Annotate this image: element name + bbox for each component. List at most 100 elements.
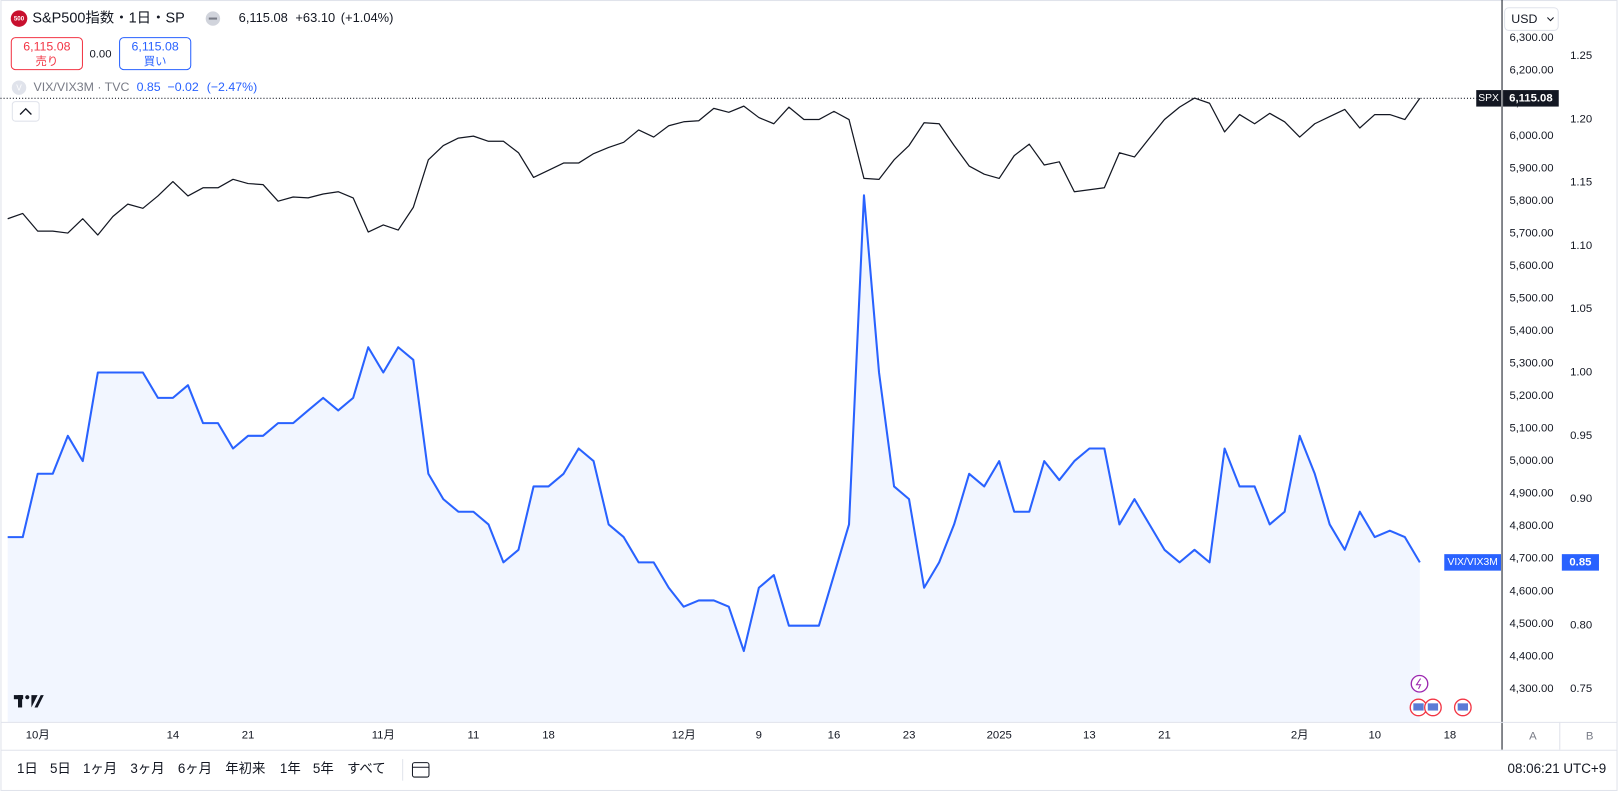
flag [1413, 703, 1424, 711]
x-tick-label: 12月 [672, 729, 696, 741]
y-tick-label: 6,200.00 [1509, 65, 1553, 77]
x-tick-label: 10 [1368, 729, 1381, 741]
overlay-last: 0.85 [137, 80, 161, 94]
sell-button[interactable] [10, 37, 83, 71]
y-tick-label: 5,900.00 [1509, 162, 1553, 174]
y2-tick-label: 1.10 [1570, 240, 1592, 252]
x-tick-label: 10月 [26, 729, 50, 741]
symbol-logo [10, 10, 28, 27]
y2-tick-label: 1.15 [1570, 177, 1592, 189]
logo-text: 500 [14, 16, 25, 23]
currency: USD [1511, 12, 1537, 26]
y2-tick-label: 0.80 [1570, 620, 1592, 632]
price-change-pct: (+1.04%) [341, 10, 394, 25]
overlay-title[interactable]: VIX/VIX3M · TVC [33, 80, 129, 94]
legend-header: 500 S&P500指数・1日・SP 6,115.08 +63.10 (+1.0… [10, 9, 394, 122]
range-button[interactable]: 1ヶ月 [83, 761, 117, 776]
last-price: 6,115.08 [239, 10, 288, 25]
collapse-icon [19, 107, 32, 115]
logo-part [31, 695, 44, 708]
y2-tick-label: 1.25 [1570, 50, 1592, 62]
series-line [7, 97, 1421, 236]
y-tick-label: 4,300.00 [1509, 683, 1553, 695]
buy-price: 6,115.08 [132, 40, 179, 54]
clock[interactable]: 08:06:21 UTC+9 [1508, 761, 1607, 776]
y-tick-label: 5,500.00 [1509, 292, 1553, 304]
collapse-button[interactable] [11, 101, 40, 122]
y-tick-label: 5,000.00 [1509, 455, 1553, 467]
y-tick-label: 5,700.00 [1509, 227, 1553, 239]
flag [1427, 703, 1439, 711]
x-tick-label: 2月 [1291, 729, 1309, 741]
y-tick-label: 5,100.00 [1509, 423, 1553, 435]
y2-tick-label: 0.75 [1570, 683, 1592, 695]
axis-layer: 4,300.00 4,400.00 4,500.00 4,600.00 4,700.00… [26, 32, 1599, 741]
sell-label: 売り [36, 55, 59, 68]
series-tag-bg [1476, 90, 1501, 107]
y-tick-label: 5,800.00 [1509, 195, 1553, 207]
range-button[interactable]: 6ヶ月 [178, 761, 212, 776]
range-button[interactable]: 5日 [50, 761, 71, 776]
y-tick-label: 5,600.00 [1509, 260, 1553, 272]
bottom-toolbar: 08:06:21 UTC+9 [402, 759, 1607, 781]
x-tick-label: 11 [468, 729, 480, 741]
currency-select[interactable] [1504, 7, 1559, 31]
price-tag: 0.85 [1569, 556, 1591, 568]
x-tick-label: 11月 [372, 729, 395, 741]
range-button[interactable]: 5年 [313, 761, 334, 776]
buy-label: 買い [144, 55, 167, 68]
y-tick-label: 4,400.00 [1509, 650, 1553, 662]
range-button[interactable]: 1年 [280, 761, 301, 776]
range-button[interactable]: 1日 [17, 761, 38, 776]
buy-button[interactable] [119, 37, 192, 71]
x-tick-label: 18 [1444, 729, 1457, 741]
price-tag-bg [1503, 90, 1559, 107]
date-range-icon[interactable] [411, 762, 430, 778]
range-button[interactable]: 年初来 [225, 761, 265, 776]
x-tick-label: 21 [1158, 729, 1171, 741]
flag [1457, 703, 1468, 711]
x-tick-label: 23 [903, 729, 916, 741]
series-area [7, 195, 1420, 722]
scale-mode[interactable]: A [1529, 730, 1537, 742]
x-tick-label: 18 [542, 729, 555, 741]
y2-tick-label: 1.05 [1570, 303, 1592, 315]
x-tick-label: 13 [1083, 729, 1096, 741]
series-tag: VIX/VIX3M [1447, 557, 1497, 568]
price-change: +63.10 [295, 10, 335, 25]
logo-part [25, 695, 30, 700]
event-icon[interactable] [1410, 674, 1429, 693]
range-button[interactable]: すべて [347, 761, 386, 776]
y-tick-label: 5,400.00 [1509, 325, 1553, 337]
y2-tick-label: 0.95 [1570, 430, 1592, 442]
scale-mode[interactable]: B [1586, 730, 1594, 742]
y2-tick-label: 1.00 [1570, 367, 1592, 379]
series-tag-bg [1444, 554, 1501, 571]
overlay-change: −0.02 [168, 80, 199, 94]
overlay-logo-text: V [16, 83, 22, 92]
y-tick-label: 4,600.00 [1509, 585, 1553, 597]
series-line [7, 194, 1421, 653]
y-tick-label: 4,500.00 [1509, 618, 1553, 630]
event-glyph [1415, 678, 1422, 690]
x-tick-label: 9 [756, 729, 762, 741]
series-tag: SPX [1478, 93, 1499, 104]
x-tick-label: 21 [242, 729, 255, 741]
x-tick-label: 2025 [987, 729, 1012, 741]
overlay-change-pct: (−2.47%) [207, 80, 258, 94]
y-tick-label: 4,800.00 [1509, 520, 1553, 532]
currency-caret [1547, 17, 1554, 22]
y-tick-label: 6,300.00 [1509, 32, 1553, 44]
symbol-title[interactable]: S&P500指数・1日・SP [32, 9, 184, 26]
plot-layer [0, 97, 1501, 722]
x-tick-label: 16 [828, 729, 841, 741]
x-tick-label: 14 [167, 729, 180, 741]
range-button[interactable]: 3ヶ月 [130, 761, 164, 776]
price-tag-bg [1561, 554, 1599, 571]
y2-tick-label: 1.20 [1570, 113, 1592, 125]
overlay-logo [11, 80, 27, 95]
spread: 0.00 [89, 49, 111, 61]
tv-logo [13, 695, 44, 708]
